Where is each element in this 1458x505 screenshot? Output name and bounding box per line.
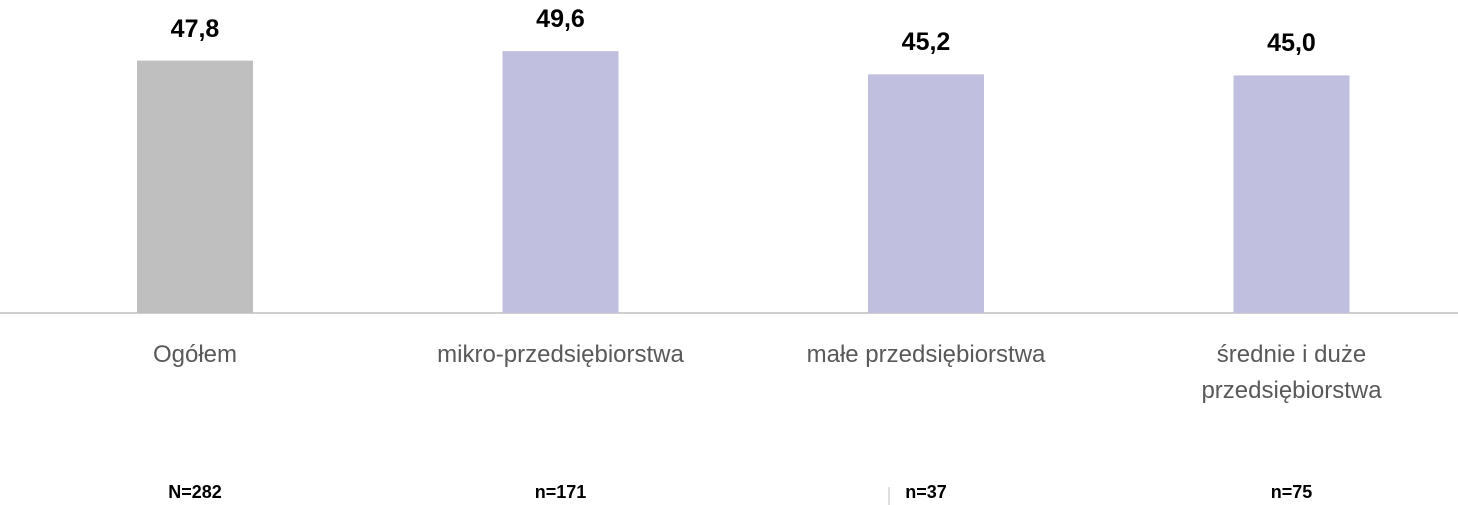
category-label: Ogółem	[152, 341, 238, 368]
value-label: 45,2	[901, 28, 951, 57]
category-label: średnie i duże przedsiębiorstwa	[1201, 341, 1382, 404]
bar	[137, 60, 253, 314]
value-label: 47,8	[170, 14, 220, 43]
sample-size: n=37	[905, 482, 947, 502]
sample-size: n=75	[1270, 482, 1313, 502]
bar	[502, 51, 619, 313]
sample-size: N=282	[168, 482, 222, 502]
sample-size: n=171	[534, 482, 587, 502]
value-label: 49,6	[536, 5, 585, 34]
category-label: małe przedsiębiorstwa	[806, 341, 1046, 368]
bar	[868, 74, 984, 314]
category-label: mikro-przedsiębiorstwa	[437, 341, 684, 368]
bar	[1233, 75, 1350, 314]
value-label: 45,0	[1267, 29, 1316, 58]
